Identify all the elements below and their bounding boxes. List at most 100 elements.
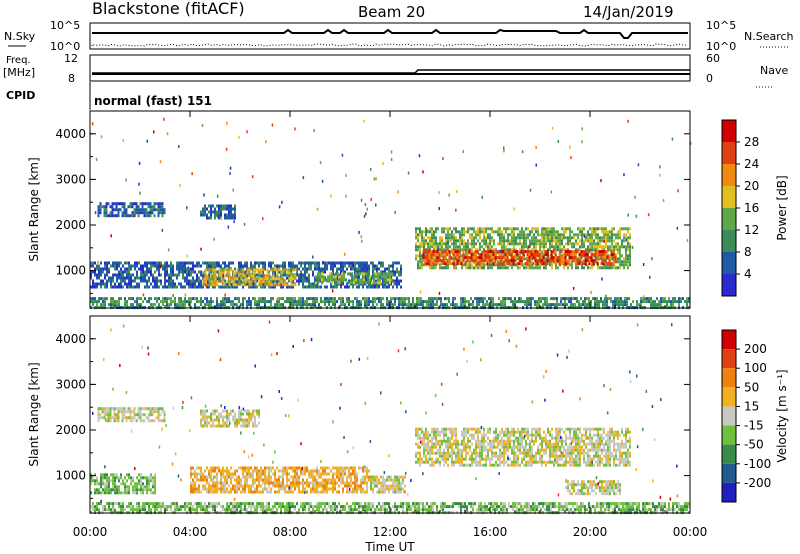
heatmap-cell: [184, 267, 186, 271]
heatmap-cell: [288, 484, 290, 488]
heatmap-cell: [506, 259, 509, 263]
heatmap-cell: [350, 267, 352, 271]
heatmap-cell: [470, 256, 473, 260]
heatmap-cell: [545, 239, 547, 243]
heatmap-cell: [306, 469, 308, 473]
heatmap-cell: [228, 484, 230, 488]
heatmap-cell: [262, 478, 264, 482]
heatmap-cell: [310, 490, 312, 494]
heatmap-cell: [441, 245, 443, 249]
heatmap-cell: [282, 303, 284, 307]
heatmap-cell: [278, 297, 280, 301]
heatmap-cell: [220, 472, 222, 476]
heatmap-cell: [138, 267, 140, 271]
heatmap-cell: [571, 242, 573, 246]
heatmap-cell: [561, 233, 563, 237]
heatmap-cell: [526, 303, 528, 307]
heatmap-cell: [290, 274, 293, 278]
heatmap-cell: [592, 259, 595, 263]
heatmap-cell: [264, 466, 266, 470]
heatmap-cell: [380, 300, 382, 304]
heatmap-cell: [228, 277, 231, 281]
heatmap-cell: [208, 415, 210, 419]
heatmap-cell: [290, 490, 292, 494]
heatmap-cell: [288, 273, 290, 277]
heatmap-cell: [473, 266, 475, 270]
heatmap-cell: [319, 275, 321, 279]
heatmap-cell: [292, 490, 294, 494]
heatmap-cell: [588, 262, 591, 266]
heatmap-cell: [107, 202, 110, 206]
heatmap-cell: [459, 230, 461, 234]
heatmap-cell: [489, 239, 491, 243]
heatmap-cell: [284, 283, 287, 287]
heatmap-cell: [152, 485, 154, 489]
heatmap-cell: [314, 478, 316, 482]
heatmap-cell: [560, 259, 563, 263]
nave-tick-bottom: 0: [706, 72, 713, 85]
heatmap-cell: [129, 413, 132, 417]
heatmap-cell: [617, 242, 619, 246]
heatmap-cell: [312, 261, 314, 265]
heatmap-cell: [344, 264, 346, 268]
heatmap-cell: [557, 245, 559, 249]
heatmap-cell: [118, 276, 120, 280]
heatmap-cell: [92, 264, 94, 268]
heatmap-cell: [208, 277, 211, 281]
heatmap-cell: [623, 173, 625, 177]
heatmap-cell: [210, 297, 212, 301]
heatmap-cell: [186, 254, 188, 258]
heatmap-cell: [95, 157, 98, 161]
heatmap-cell: [208, 210, 210, 214]
heatmap-cell: [238, 282, 240, 286]
heatmap-cell: [264, 303, 266, 307]
heatmap-cell: [614, 303, 616, 307]
heatmap-cell: [134, 482, 136, 486]
heatmap-cell: [594, 253, 597, 257]
heatmap-cell: [455, 208, 457, 212]
heatmap-cell: [238, 271, 241, 275]
heatmap-cell: [518, 259, 521, 263]
heatmap-cell: [282, 280, 285, 284]
heatmap-cell: [308, 264, 310, 268]
heatmap-cell: [329, 275, 331, 279]
heatmap-cell: [612, 262, 615, 266]
heatmap-cell: [296, 484, 298, 488]
heatmap-cell: [121, 205, 124, 209]
heatmap-cell: [461, 230, 463, 234]
heatmap-cell: [236, 478, 238, 482]
heatmap-cell: [139, 413, 142, 417]
heatmap-cell: [220, 207, 222, 211]
heatmap-cell: [172, 270, 174, 274]
heatmap-cell: [218, 271, 221, 275]
heatmap-cell: [422, 250, 425, 254]
heatmap-cell: [499, 242, 501, 246]
heatmap-cell: [615, 233, 617, 237]
heatmap-cell: [256, 472, 258, 476]
heatmap-cell: [348, 297, 350, 301]
heatmap-cell: [574, 256, 577, 260]
heatmap-cell: [282, 469, 284, 473]
heatmap-cell: [461, 266, 463, 270]
heatmap-cell: [312, 490, 314, 494]
heatmap-cell: [486, 253, 489, 257]
heatmap-cell: [656, 297, 658, 301]
heatmap-cell: [125, 211, 128, 215]
heatmap-cell: [567, 266, 569, 270]
heatmap-cell: [449, 245, 451, 249]
heatmap-cell: [109, 416, 112, 420]
heatmap-cell: [119, 208, 122, 212]
heatmap-cell: [490, 250, 493, 254]
heatmap-cell: [349, 272, 351, 276]
heatmap-cell: [417, 227, 419, 231]
heatmap-cell: [122, 270, 124, 274]
heatmap-cell: [332, 478, 334, 482]
heatmap-cell: [353, 275, 355, 279]
heatmap-cell: [238, 475, 240, 479]
heatmap-cell: [113, 419, 116, 423]
heatmap-cell: [463, 245, 465, 249]
heatmap-cell: [328, 487, 330, 491]
heatmap-cell: [272, 268, 275, 272]
heatmap-cell: [170, 282, 172, 286]
heatmap-cell: [218, 481, 220, 485]
